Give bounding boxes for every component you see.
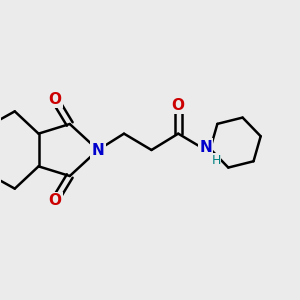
Text: N: N <box>92 142 104 158</box>
Text: N: N <box>200 140 212 154</box>
Text: H: H <box>212 154 221 167</box>
Text: O: O <box>172 98 185 113</box>
Text: O: O <box>48 92 62 107</box>
Text: O: O <box>48 193 62 208</box>
